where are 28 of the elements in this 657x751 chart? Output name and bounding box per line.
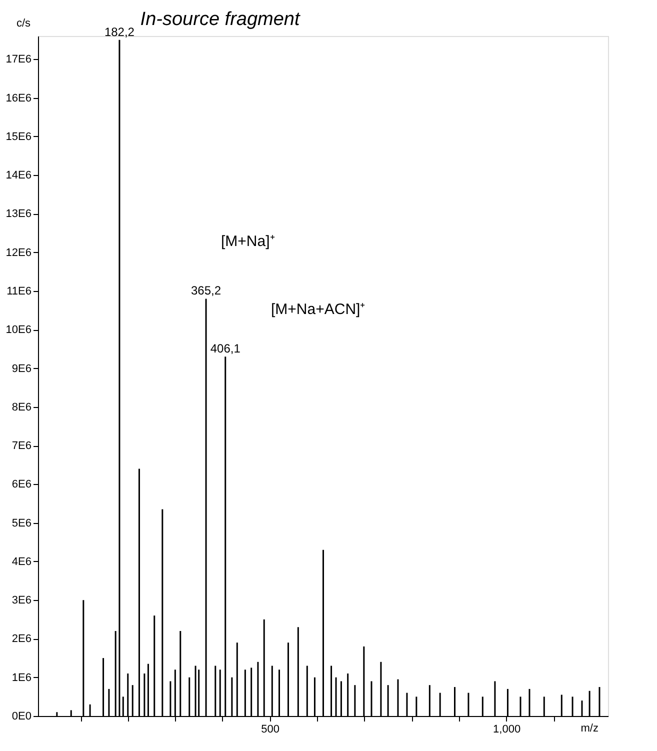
x-tick-label: 1,000 [493,724,521,736]
y-tick-label: 1E6 [12,672,32,684]
y-tick-label: 16E6 [6,92,32,104]
annotation: 406,1 [210,342,241,356]
annotation: [M+Na+ACN]⁺ [271,301,366,318]
y-tick-label: 10E6 [6,324,32,336]
y-tick-label: 11E6 [6,286,32,298]
y-tick-label: 4E6 [12,556,32,568]
y-tick-label: 0E0 [12,710,32,722]
y-axis-title: c/s [16,18,31,30]
y-tick-label: 2E6 [12,633,32,646]
annotation: 365,2 [191,284,222,298]
y-tick-label: 17E6 [6,54,32,66]
annotation: [M+Na]⁺ [221,233,275,250]
y-tick-label: 6E6 [12,478,32,491]
x-tick-label: 500 [261,724,280,736]
annotation: 182,2 [104,24,135,39]
y-tick-label: 13E6 [6,208,32,220]
y-tick-label: 3E6 [12,594,32,607]
y-tick-label: 5E6 [12,517,32,530]
y-tick-label: 7E6 [12,440,32,452]
y-tick-label: 14E6 [6,170,32,182]
y-tick-label: 15E6 [6,130,32,143]
x-axis-title: m/z [580,722,598,734]
y-tick-label: 9E6 [12,362,32,375]
y-tick-label: 12E6 [6,246,32,259]
chart-title: In-source fragment [140,9,300,30]
y-tick-label: 8E6 [12,401,32,414]
